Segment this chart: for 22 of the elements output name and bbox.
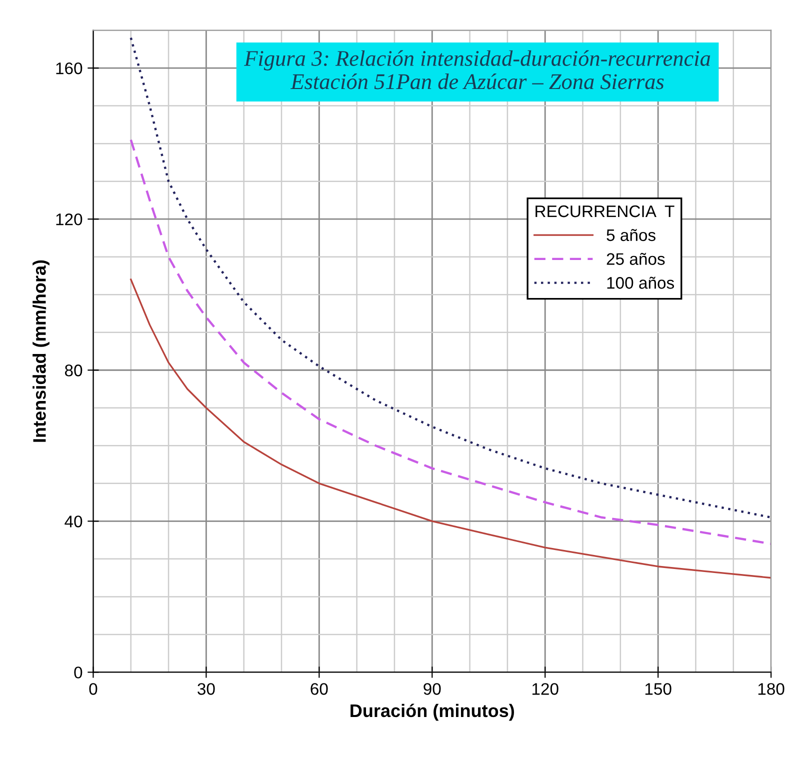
y-axis-title: Intensidad (mm/hora) (32, 260, 50, 442)
y-tick-label: 120 (56, 213, 82, 226)
line-series (130, 36, 772, 519)
line-series (130, 278, 772, 579)
x-tick-label: 150 (645, 683, 672, 695)
legend-label: 25 años (606, 252, 665, 265)
legend-label: 100 años (607, 276, 674, 289)
y-tick-label: 80 (64, 364, 82, 376)
y-tick-label: 40 (64, 516, 82, 528)
legend-title: RECURRENCIA T (536, 205, 674, 218)
text: Figura 3: Relación intensidad-duración-recurrencia Estación 51Pan de Azúcar – Zona Sierras (244, 50, 710, 90)
x-tick-label: 60 (310, 683, 328, 695)
x-tick-label: 0 (89, 683, 98, 695)
line-series (130, 138, 772, 545)
x-tick-label: 120 (532, 683, 558, 695)
y-tick-label: 160 (56, 62, 82, 74)
x-tick-label: 180 (758, 683, 784, 695)
x-tick-label: 90 (424, 683, 441, 695)
x-tick-label: 30 (198, 683, 215, 695)
y-tick-label: 0 (74, 666, 82, 678)
legend-label: 5 años (606, 228, 656, 242)
x-axis-title: Duración (minutos) (350, 704, 514, 721)
